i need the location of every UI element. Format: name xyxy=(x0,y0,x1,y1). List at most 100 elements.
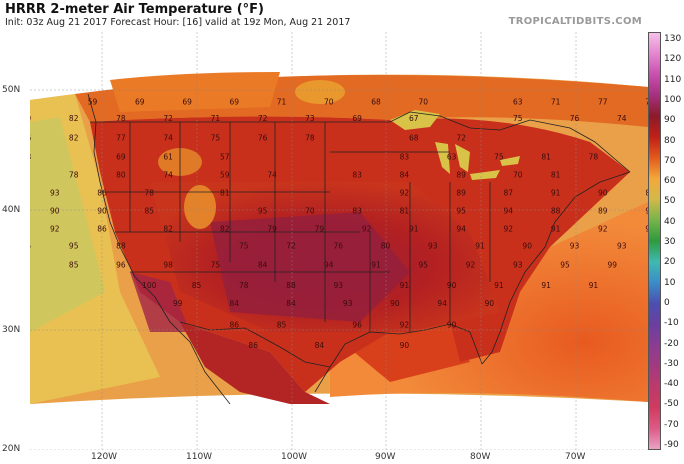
lat-label: 40N xyxy=(2,205,21,215)
color-scale-label: -30 xyxy=(664,358,679,369)
temperature-value: 68 xyxy=(409,133,419,142)
color-scale-label: 0 xyxy=(664,297,670,308)
temperature-value: 71 xyxy=(277,97,287,106)
temperature-value: 91 xyxy=(589,281,599,290)
temperature-value: 92 xyxy=(598,225,608,234)
temperature-value: 82 xyxy=(69,114,79,123)
temperature-value: 83 xyxy=(400,153,410,162)
mexico-land xyxy=(180,322,330,404)
temperature-value: 92 xyxy=(466,261,476,270)
source-credit: TROPICALTIDBITS.COM xyxy=(508,16,642,27)
temperature-value: 78 xyxy=(239,281,249,290)
lon-label: 110W xyxy=(186,452,213,462)
temperature-value: 91 xyxy=(409,225,419,234)
temperature-value: 92 xyxy=(400,321,410,330)
temperature-value: 70 xyxy=(324,97,334,106)
temperature-value: 84 xyxy=(258,261,268,270)
color-scale-label: -70 xyxy=(664,419,679,430)
lon-label: 80W xyxy=(470,452,491,462)
temperature-value: 82 xyxy=(163,225,173,234)
temperature-value: 78 xyxy=(116,114,126,123)
temperature-value: 92 xyxy=(50,225,60,234)
lat-lon-grid xyxy=(30,32,648,450)
temperature-value: 90 xyxy=(447,281,457,290)
color-scale-label: 100 xyxy=(664,94,682,105)
temperature-value: 78 xyxy=(69,171,79,180)
temperature-value: 94 xyxy=(456,225,466,234)
temperature-value: 70 xyxy=(305,207,315,216)
temperature-value: 93 xyxy=(428,241,438,250)
temperature-value: 85 xyxy=(69,261,79,270)
temperature-value: 69 xyxy=(182,97,192,106)
temperature-value: 95 xyxy=(30,241,31,250)
temperature-value: 94 xyxy=(437,299,447,308)
temperature-value: 72 xyxy=(258,114,268,123)
lat-label: 50N xyxy=(2,85,21,95)
temperature-value: 90 xyxy=(400,341,410,350)
temperature-value: 81 xyxy=(541,153,551,162)
color-scale-label: -50 xyxy=(664,399,679,410)
station-values: 59 69 69 69 71 70 68 70 63 71 77 76 79 80 75 79 82 78 72 71… xyxy=(30,97,648,350)
map-svg: 59 69 69 69 71 70 68 70 63 71 77 76 79 80 75 79 82 78 72 71… xyxy=(30,32,648,450)
temperature-value: 94 xyxy=(324,261,334,270)
temperature-value: 92 xyxy=(504,225,514,234)
temperature-value: 72 xyxy=(163,114,173,123)
temperature-value: 84 xyxy=(286,299,296,308)
lon-label: 90W xyxy=(375,452,396,462)
temperature-value: 86 xyxy=(97,225,107,234)
temperature-value: 81 xyxy=(551,171,561,180)
temperature-value: 88 xyxy=(116,241,126,250)
temperature-value: 91 xyxy=(551,225,561,234)
temperature-value: 85 xyxy=(277,321,287,330)
temperature-value: 63 xyxy=(447,153,457,162)
temperature-value: 79 xyxy=(30,114,31,123)
temperature-value: 90 xyxy=(645,207,648,216)
temperature-value: 67 xyxy=(409,114,419,123)
temperature-value: 87 xyxy=(504,189,514,198)
temperature-value: 76 xyxy=(645,97,648,106)
temperature-value: 94 xyxy=(504,207,514,216)
temperature-value: 83 xyxy=(352,207,362,216)
temperature-value: 93 xyxy=(570,241,580,250)
temperature-value: 74 xyxy=(163,171,173,180)
temperature-value: 77 xyxy=(598,97,608,106)
temperature-value: 90 xyxy=(522,241,532,250)
temperature-value: 84 xyxy=(230,299,240,308)
temperature-value: 93 xyxy=(50,189,60,198)
temperature-value: 91 xyxy=(371,261,381,270)
temperature-value: 100 xyxy=(142,281,157,290)
temperature-value: 85 xyxy=(145,207,155,216)
temperature-value: 83 xyxy=(352,171,362,180)
lat-label: 20N xyxy=(2,444,21,454)
temperature-value: 72 xyxy=(456,133,466,142)
temperature-value: 95 xyxy=(456,207,466,216)
temperature-value: 82 xyxy=(220,225,230,234)
temperature-value: 90 xyxy=(50,207,60,216)
temperature-value: 78 xyxy=(30,153,31,162)
temperature-value: 74 xyxy=(163,133,173,142)
color-scale-bar xyxy=(648,32,661,450)
temperature-value: 59 xyxy=(220,171,230,180)
temperature-value: 96 xyxy=(352,321,362,330)
color-scale-label: 70 xyxy=(664,155,676,166)
temperature-value: 78 xyxy=(145,189,155,198)
lon-label: 70W xyxy=(565,452,586,462)
temperature-value: 76 xyxy=(258,133,268,142)
color-scale-label: -10 xyxy=(664,318,679,329)
color-scale-label: 130 xyxy=(664,34,682,44)
temperature-value: 92 xyxy=(645,225,648,234)
temperature-value: 73 xyxy=(305,114,315,123)
color-scale-label: 110 xyxy=(664,74,682,85)
temperature-value: 70 xyxy=(513,171,523,180)
temperature-value: 86 xyxy=(248,341,258,350)
temperature-value: 80 xyxy=(381,241,391,250)
temperature-map: 59 69 69 69 71 70 68 70 63 71 77 76 79 80 75 79 82 78 72 71… xyxy=(30,32,648,450)
color-scale-label: -20 xyxy=(664,338,679,349)
temperature-value: 88 xyxy=(551,207,561,216)
temperature-value: 86 xyxy=(97,189,107,198)
temperature-value: 69 xyxy=(352,114,362,123)
temperature-value: 93 xyxy=(513,261,523,270)
temperature-value: 71 xyxy=(211,114,221,123)
temperature-value: 88 xyxy=(286,281,296,290)
temperature-value: 99 xyxy=(608,261,618,270)
